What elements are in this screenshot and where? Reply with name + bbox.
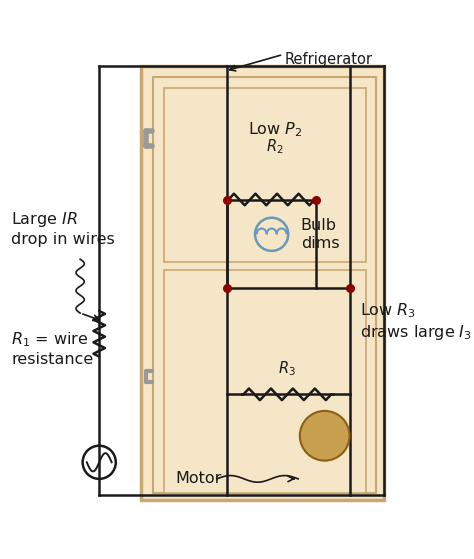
Text: $R_3$: $R_3$ [279,359,296,378]
Text: Motor: Motor [175,471,222,486]
Text: Bulb
dims: Bulb dims [301,218,339,250]
Polygon shape [153,77,376,493]
Polygon shape [164,88,366,262]
Polygon shape [141,66,384,500]
Text: Large $IR$
drop in wires: Large $IR$ drop in wires [11,210,115,247]
Text: Low $R_3$
draws large $I_3$: Low $R_3$ draws large $I_3$ [359,301,471,342]
Text: Low $P_2$: Low $P_2$ [248,121,302,139]
Text: $R_1$ = wire
resistance: $R_1$ = wire resistance [11,331,93,367]
Text: Refrigerator: Refrigerator [285,52,373,67]
Text: $R_2$: $R_2$ [266,138,284,156]
Polygon shape [164,270,366,493]
Circle shape [300,411,349,461]
